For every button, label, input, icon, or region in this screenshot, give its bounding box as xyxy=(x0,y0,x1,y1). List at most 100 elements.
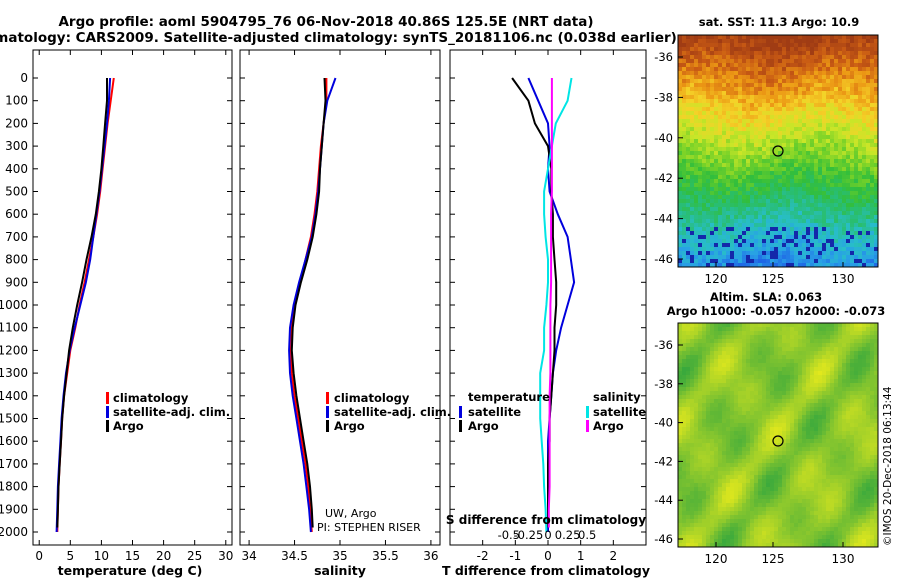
heatmap-cell xyxy=(734,443,739,448)
heatmap-cell xyxy=(862,167,867,172)
heatmap-cell xyxy=(750,71,755,76)
heatmap-cell xyxy=(750,167,755,172)
heatmap-cell xyxy=(794,407,799,412)
heatmap-cell xyxy=(754,75,759,80)
heatmap-cell xyxy=(810,247,815,252)
heatmap-cell xyxy=(858,243,863,248)
heatmap-cell xyxy=(774,147,779,152)
heatmap-cell xyxy=(690,423,695,428)
heatmap-cell xyxy=(818,379,823,384)
heatmap-cell xyxy=(714,407,719,412)
heatmap-cell xyxy=(834,335,839,340)
heatmap-cell xyxy=(774,55,779,60)
heatmap-cell xyxy=(794,183,799,188)
heatmap-cell xyxy=(726,55,731,60)
heatmap-cell xyxy=(710,463,715,468)
heatmap-cell xyxy=(694,399,699,404)
heatmap-cell xyxy=(754,207,759,212)
heatmap-cell xyxy=(722,351,727,356)
heatmap-cell xyxy=(802,175,807,180)
heatmap-cell xyxy=(770,327,775,332)
heatmap-cell xyxy=(870,351,875,356)
heatmap-cell xyxy=(762,363,767,368)
heatmap-cell xyxy=(698,395,703,400)
heatmap-cell xyxy=(870,391,875,396)
heatmap-cell xyxy=(690,323,695,328)
heatmap-cell xyxy=(714,399,719,404)
heatmap-cell xyxy=(810,51,815,56)
heatmap-cell xyxy=(694,427,699,432)
heatmap-cell xyxy=(870,239,875,244)
heatmap-cell xyxy=(730,143,735,148)
heatmap-cell xyxy=(754,327,759,332)
heatmap-cell xyxy=(770,407,775,412)
heatmap-cell xyxy=(870,59,875,64)
heatmap-cell xyxy=(858,395,863,400)
heatmap-cell xyxy=(722,63,727,68)
heatmap-cell xyxy=(842,443,847,448)
heatmap-cell xyxy=(830,179,835,184)
heatmap-cell xyxy=(774,227,779,232)
heatmap-cell xyxy=(766,263,771,268)
heatmap-cell xyxy=(870,463,875,468)
heatmap-cell xyxy=(806,239,811,244)
heatmap-cell xyxy=(862,59,867,64)
heatmap-cell xyxy=(842,259,847,264)
heatmap-cell xyxy=(734,455,739,460)
heatmap-cell xyxy=(730,191,735,196)
heatmap-cell xyxy=(678,227,683,232)
heatmap-cell xyxy=(698,47,703,52)
heatmap-cell xyxy=(738,367,743,372)
heatmap-cell xyxy=(710,415,715,420)
heatmap-cell xyxy=(846,151,851,156)
heatmap-cell xyxy=(854,127,859,132)
heatmap-cell xyxy=(754,243,759,248)
heatmap-cell xyxy=(782,387,787,392)
heatmap-cell xyxy=(678,247,683,252)
heatmap-cell xyxy=(850,459,855,464)
heatmap-cell xyxy=(818,463,823,468)
heatmap-cell xyxy=(826,103,831,108)
heatmap-cell xyxy=(834,359,839,364)
heatmap-cell xyxy=(854,259,859,264)
heatmap-cell xyxy=(846,91,851,96)
x-tick-label: -2 xyxy=(477,549,489,563)
heatmap-cell xyxy=(722,415,727,420)
heatmap-cell xyxy=(754,131,759,136)
heatmap-cell xyxy=(826,423,831,428)
heatmap-cell xyxy=(854,431,859,436)
heatmap-cell xyxy=(790,67,795,72)
heatmap-cell xyxy=(866,423,871,428)
heatmap-cell xyxy=(850,87,855,92)
heatmap-cell xyxy=(722,459,727,464)
heatmap-cell xyxy=(758,423,763,428)
heatmap-cell xyxy=(714,199,719,204)
heatmap-cell xyxy=(690,227,695,232)
heatmap-cell xyxy=(770,331,775,336)
heatmap-cell xyxy=(730,375,735,380)
heatmap-cell xyxy=(722,79,727,84)
heatmap-cell xyxy=(714,183,719,188)
heatmap-cell xyxy=(710,435,715,440)
depth-tick-label: 1900 xyxy=(0,502,28,516)
legend-label-satellite: satellite-adj. clim. xyxy=(334,405,451,419)
heatmap-cell xyxy=(842,151,847,156)
heatmap-cell xyxy=(862,363,867,368)
heatmap-cell xyxy=(806,71,811,76)
heatmap-cell xyxy=(682,171,687,176)
heatmap-cell xyxy=(818,167,823,172)
heatmap-cell xyxy=(846,47,851,52)
heatmap-cell xyxy=(694,115,699,120)
heatmap-cell xyxy=(794,247,799,252)
heatmap-cell xyxy=(806,463,811,468)
heatmap-cell xyxy=(686,231,691,236)
heatmap-cell xyxy=(802,419,807,424)
heatmap-cell xyxy=(730,451,735,456)
heatmap-cell xyxy=(718,55,723,60)
heatmap-cell xyxy=(858,235,863,240)
heatmap-cell xyxy=(826,151,831,156)
sla-map-title2: Argo h1000: -0.057 h2000: -0.073 xyxy=(667,304,886,318)
heatmap-cell xyxy=(850,247,855,252)
heatmap-cell xyxy=(770,439,775,444)
